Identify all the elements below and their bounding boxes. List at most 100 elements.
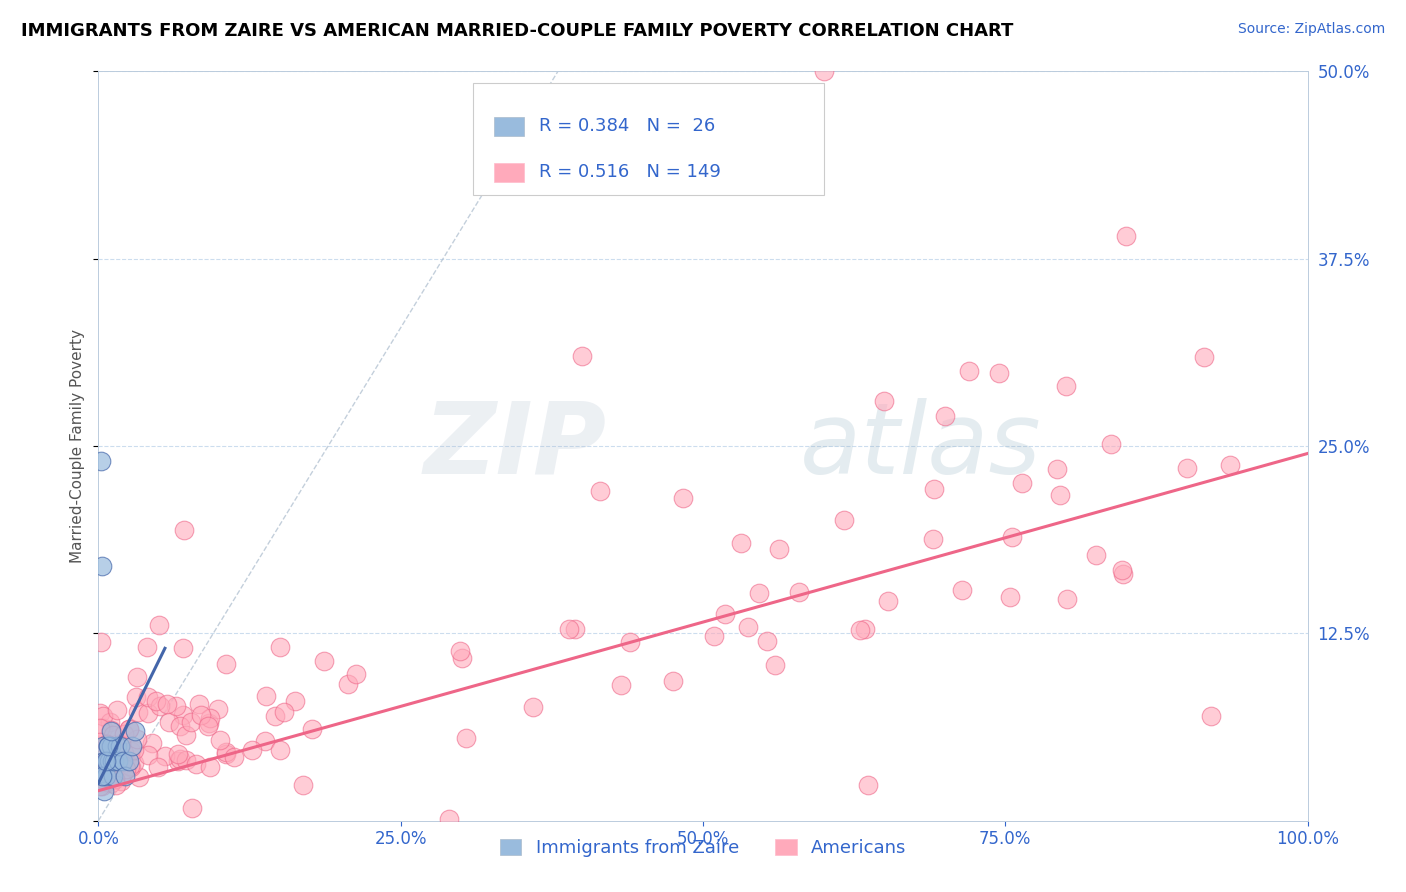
Point (104, 778, 127, 792)
Point (439, 812, 461, 826)
Point (141, 736, 163, 750)
Point (832, 513, 855, 527)
Point (1001, 530, 1024, 544)
Point (672, 491, 695, 506)
Point (98, 754, 121, 768)
Point (200, 760, 222, 774)
Point (96, 775, 118, 789)
Point (269, 743, 291, 757)
Point (112, 726, 135, 740)
Point (1099, 436, 1122, 450)
Point (110, 737, 132, 751)
Point (922, 533, 945, 547)
Point (108, 739, 131, 753)
Point (215, 747, 238, 761)
Point (169, 718, 191, 732)
Point (105, 703, 128, 717)
Point (169, 752, 191, 766)
Point (449, 644, 471, 658)
Point (1046, 462, 1069, 476)
Point (136, 690, 159, 704)
Point (100, 754, 122, 768)
Point (91, 769, 114, 783)
Point (118, 758, 141, 772)
Point (200, 711, 222, 725)
Point (950, 583, 973, 598)
FancyBboxPatch shape (474, 83, 824, 195)
Point (714, 607, 737, 621)
Point (91, 779, 114, 793)
Point (876, 594, 898, 608)
Point (115, 762, 138, 776)
Point (172, 707, 194, 722)
Point (610, 678, 633, 692)
Point (752, 169, 775, 184)
Point (114, 769, 136, 783)
Point (291, 778, 314, 792)
Point (105, 739, 128, 753)
Point (176, 753, 198, 767)
Point (589, 483, 612, 498)
Point (737, 620, 759, 634)
Point (755, 634, 778, 648)
Point (173, 523, 195, 537)
Point (111, 754, 134, 768)
Point (94, 753, 117, 767)
Point (558, 622, 581, 636)
Point (101, 769, 124, 783)
Point (284, 693, 307, 707)
Point (813, 64, 835, 78)
Point (619, 635, 641, 649)
Point (156, 697, 179, 711)
Text: R = 0.516   N = 149: R = 0.516 N = 149 (538, 163, 720, 181)
Point (94, 754, 117, 768)
Point (186, 757, 208, 772)
Point (336, 677, 359, 691)
Point (98, 756, 121, 770)
Point (564, 623, 586, 637)
Point (198, 716, 221, 731)
Point (91, 558, 114, 573)
Point (97, 739, 120, 753)
Point (873, 394, 896, 409)
Point (222, 750, 245, 764)
Point (180, 801, 202, 815)
Point (314, 655, 336, 669)
Point (207, 702, 229, 716)
Point (167, 747, 190, 762)
Point (98, 714, 121, 729)
Point (703, 629, 725, 643)
Point (159, 714, 181, 729)
Point (1011, 475, 1033, 490)
Point (215, 745, 238, 759)
Point (101, 728, 124, 742)
Point (97, 739, 120, 753)
Point (93, 783, 115, 797)
Point (167, 754, 190, 768)
Point (89, 734, 111, 748)
Point (125, 731, 148, 746)
Y-axis label: Married-Couple Family Poverty: Married-Couple Family Poverty (70, 329, 86, 563)
Point (103, 757, 125, 772)
Point (124, 756, 146, 770)
Point (957, 364, 980, 378)
Point (922, 482, 945, 496)
Point (789, 585, 811, 599)
Point (91, 769, 114, 783)
Point (104, 747, 127, 761)
Point (89, 756, 111, 770)
Text: IMMIGRANTS FROM ZAIRE VS AMERICAN MARRIED-COUPLE FAMILY POVERTY CORRELATION CHAR: IMMIGRANTS FROM ZAIRE VS AMERICAN MARRIE… (21, 22, 1014, 40)
Point (1219, 458, 1241, 472)
FancyBboxPatch shape (494, 163, 524, 182)
Point (988, 366, 1011, 380)
Point (118, 723, 141, 737)
Point (91, 774, 114, 789)
Point (128, 770, 150, 784)
Point (121, 739, 143, 753)
Point (89, 780, 111, 794)
Point (934, 409, 956, 423)
Point (454, 731, 477, 746)
Point (174, 728, 197, 742)
Point (301, 723, 323, 737)
Point (1111, 566, 1133, 581)
